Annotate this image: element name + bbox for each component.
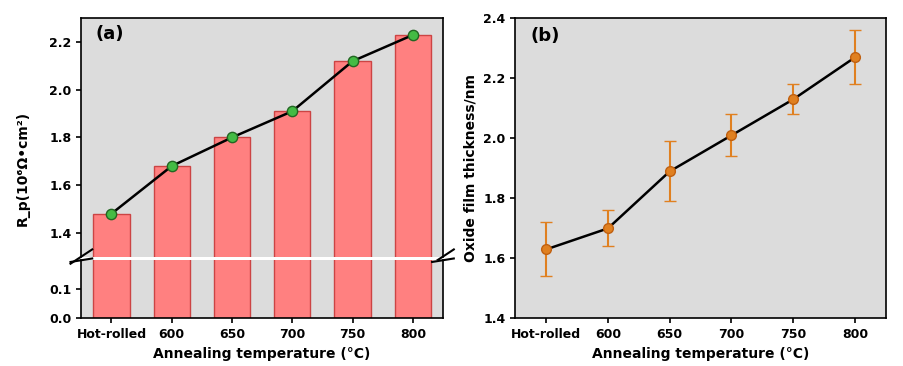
Bar bbox=[274, 0, 310, 318]
Point bbox=[104, 211, 118, 217]
Bar bbox=[154, 166, 190, 366]
Bar bbox=[214, 137, 250, 366]
Bar bbox=[154, 0, 190, 318]
Bar bbox=[334, 0, 370, 318]
Bar bbox=[274, 111, 310, 366]
Bar bbox=[93, 0, 129, 318]
Bar bbox=[334, 61, 370, 366]
X-axis label: Annealing temperature (°C): Annealing temperature (°C) bbox=[591, 347, 808, 361]
X-axis label: Annealing temperature (°C): Annealing temperature (°C) bbox=[154, 347, 370, 361]
Text: (a): (a) bbox=[96, 26, 125, 44]
Y-axis label: Oxide film thickness/nm: Oxide film thickness/nm bbox=[463, 74, 477, 262]
Bar bbox=[395, 35, 431, 366]
Text: (b): (b) bbox=[529, 27, 559, 45]
Bar bbox=[214, 0, 250, 318]
Text: R_p(10⁶Ω•cm²): R_p(10⁶Ω•cm²) bbox=[15, 111, 30, 226]
Bar bbox=[395, 0, 431, 318]
Point bbox=[405, 32, 420, 38]
Point bbox=[225, 134, 239, 140]
Bar bbox=[93, 214, 129, 366]
Point bbox=[164, 163, 179, 169]
Point bbox=[345, 58, 359, 64]
Point bbox=[284, 108, 299, 114]
